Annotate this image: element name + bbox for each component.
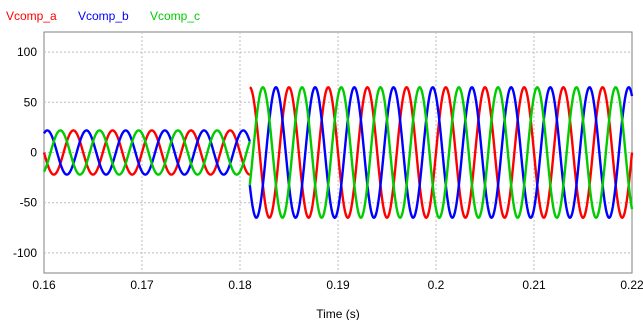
series-Vcomp_c	[42, 86, 634, 219]
x-tick-label: 0.22	[620, 278, 643, 292]
y-tick-label: -100	[13, 246, 37, 260]
series-line	[249, 86, 634, 219]
x-tick-label: 0.17	[130, 278, 154, 292]
legend: Vcomp_a Vcomp_b Vcomp_c	[6, 9, 200, 23]
legend-item: Vcomp_a	[6, 9, 57, 23]
series-line	[248, 86, 634, 219]
legend-item: Vcomp_b	[78, 9, 129, 23]
series-Vcomp_a	[42, 86, 634, 219]
x-axis-label: Time (s)	[316, 307, 360, 320]
x-tick-label: 0.16	[32, 278, 56, 292]
x-tick-label: 0.21	[522, 278, 546, 292]
y-tick-label: 50	[24, 95, 38, 109]
series-line	[42, 129, 251, 176]
x-axis: 0.16 0.17 0.18 0.19 0.2 0.21 0.22	[32, 278, 643, 292]
series-line	[42, 129, 251, 176]
y-tick-label: 0	[30, 146, 37, 160]
y-tick-label: -50	[20, 196, 38, 210]
legend-item: Vcomp_c	[150, 9, 200, 23]
x-tick-label: 0.18	[228, 278, 252, 292]
y-tick-label: 100	[17, 45, 37, 59]
series-line	[42, 129, 251, 176]
x-tick-label: 0.2	[428, 278, 445, 292]
series-line	[248, 86, 634, 219]
x-tick-label: 0.19	[326, 278, 350, 292]
y-axis: -100 -50 0 50 100	[13, 45, 37, 260]
series-Vcomp_b	[42, 86, 634, 219]
series-layer	[42, 86, 634, 219]
